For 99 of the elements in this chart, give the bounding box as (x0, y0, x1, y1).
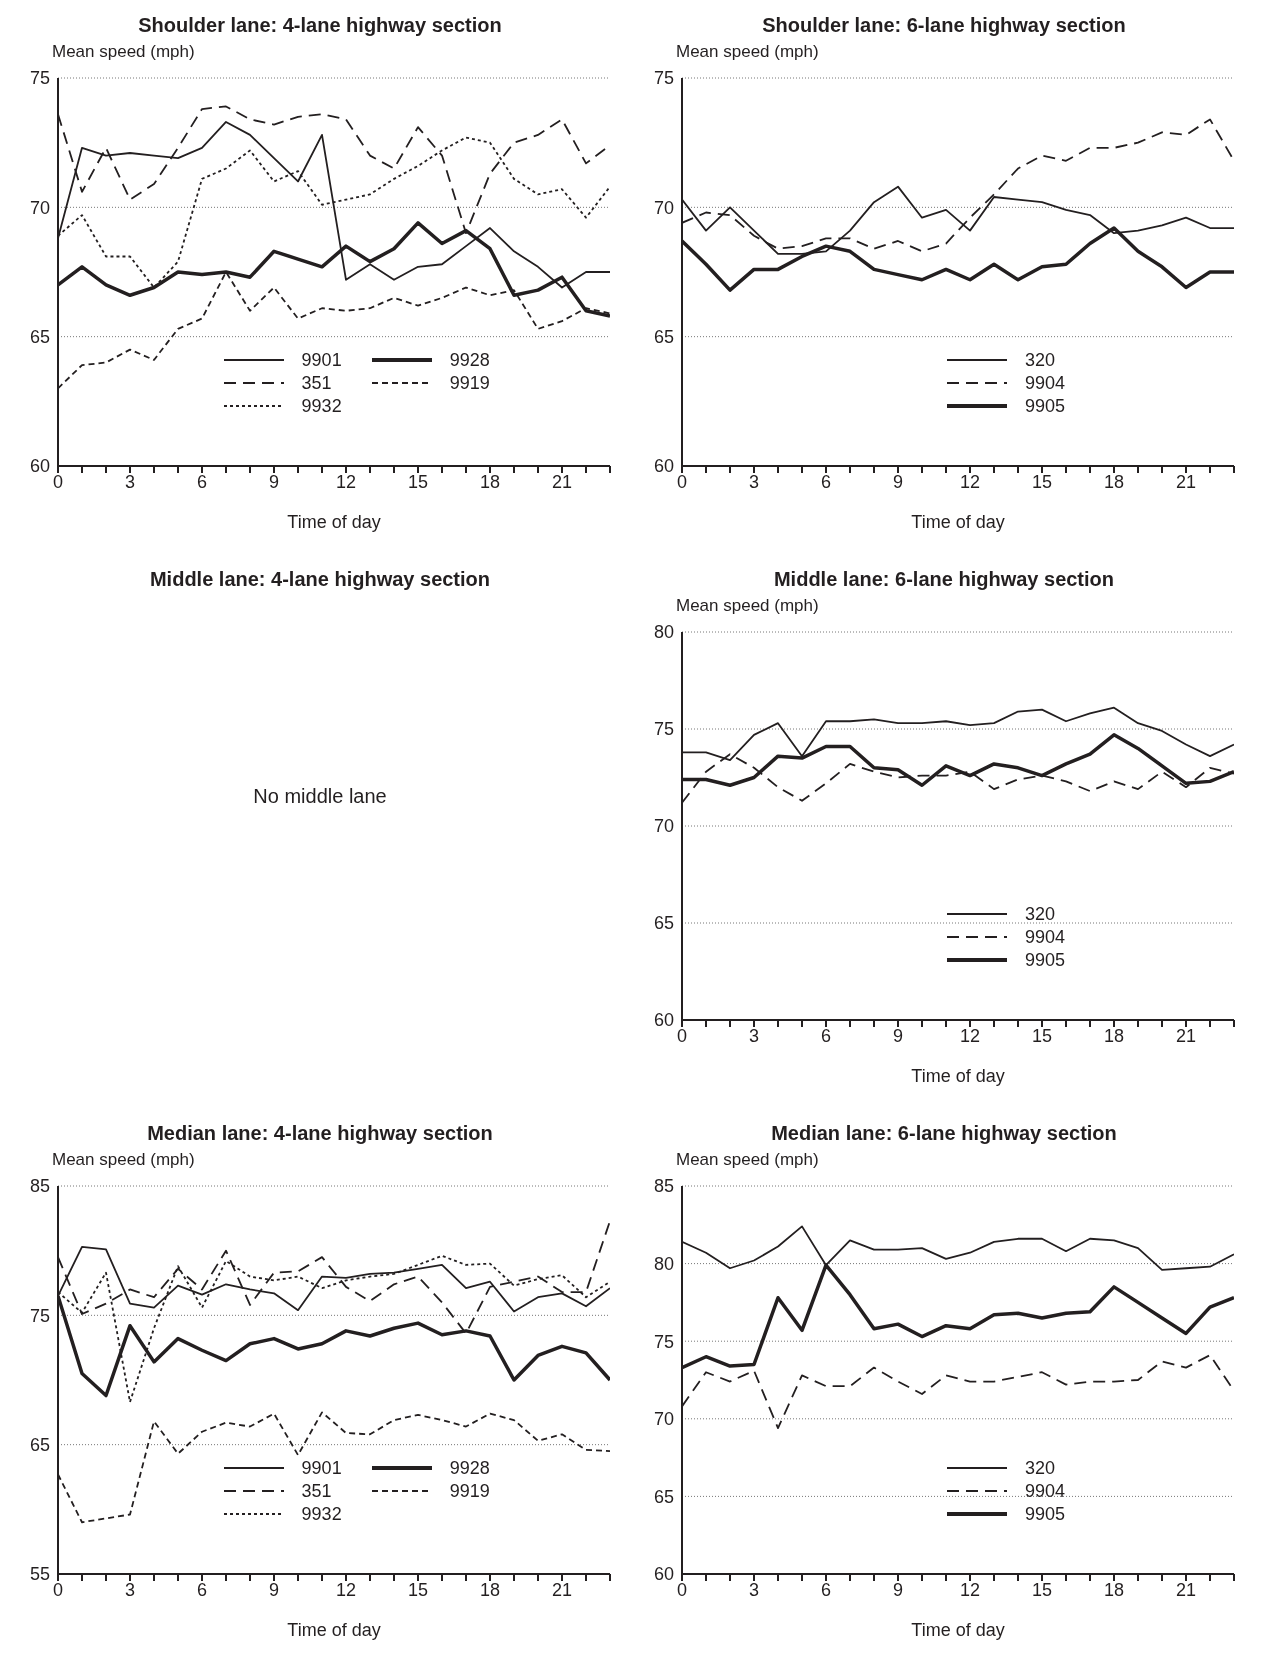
x-tick-label: 21 (1175, 471, 1197, 492)
legend-label: 9905 (1024, 395, 1065, 417)
y-tick-label: 65 (653, 1486, 674, 1507)
x-tick-label: 9 (892, 471, 904, 492)
y-axis-title: Mean speed (mph) (675, 42, 820, 63)
x-tick-label: 6 (196, 1579, 208, 1600)
legend-label: 9905 (1024, 949, 1065, 971)
y-tick-label: 65 (29, 1435, 50, 1456)
x-tick-label: 0 (676, 1025, 688, 1046)
chart-title: Median lane: 6-lane highway section (770, 1121, 1118, 1146)
x-tick-label: 12 (335, 1579, 357, 1600)
y-tick-label: 70 (653, 197, 674, 218)
x-tick-label: 0 (52, 1579, 64, 1600)
x-tick-label: 3 (748, 1579, 760, 1600)
y-tick-label: 60 (653, 1010, 674, 1031)
text: No middle lane (253, 784, 387, 808)
y-tick-label: 75 (653, 1331, 674, 1352)
y-axis-title: Mean speed (mph) (675, 1150, 820, 1171)
y-tick-label: 70 (29, 197, 50, 218)
y-tick-label: 85 (653, 1176, 674, 1197)
x-tick-label: 18 (1103, 471, 1125, 492)
legend-label: 320 (1024, 903, 1055, 925)
x-tick-label: 3 (124, 471, 136, 492)
y-tick-label: 75 (29, 1305, 50, 1326)
legend-label: 320 (1024, 349, 1055, 371)
x-tick-label: 18 (479, 1579, 501, 1600)
x-tick-label: 12 (335, 471, 357, 492)
x-tick-label: 9 (268, 471, 280, 492)
x-tick-label: 21 (551, 1579, 573, 1600)
y-tick-label: 65 (29, 327, 50, 348)
x-tick-label: 0 (52, 471, 64, 492)
legend-label: 320 (1024, 1457, 1055, 1479)
legend-label: 9919 (449, 372, 490, 394)
x-axis-title: Time of day (287, 1620, 381, 1640)
x-tick-label: 0 (676, 471, 688, 492)
legend-label: 9901 (301, 349, 342, 371)
y-tick-label: 80 (653, 622, 674, 643)
x-tick-label: 9 (892, 1579, 904, 1600)
y-tick-label: 65 (653, 327, 674, 348)
y-axis-title: Mean speed (mph) (51, 1150, 196, 1171)
legend-label: 9932 (301, 395, 342, 417)
chart-title: Middle lane: 6-lane highway section (772, 567, 1116, 592)
x-tick-label: 21 (1175, 1579, 1197, 1600)
y-tick-label: 55 (29, 1564, 50, 1585)
legend-label: 9905 (1024, 1503, 1065, 1525)
x-tick-label: 3 (748, 471, 760, 492)
y-tick-label: 75 (653, 719, 674, 740)
x-tick-label: 15 (407, 1579, 429, 1600)
legend-label: 351 (301, 372, 332, 394)
x-axis-title: Time of day (911, 512, 1005, 532)
legend-label: 9904 (1024, 926, 1065, 948)
legend-label: 9904 (1024, 372, 1065, 394)
x-tick-label: 21 (551, 471, 573, 492)
x-tick-label: 12 (959, 1025, 981, 1046)
y-tick-label: 70 (653, 1409, 674, 1430)
x-tick-label: 15 (1031, 1025, 1053, 1046)
y-tick-label: 80 (653, 1253, 674, 1274)
x-tick-label: 15 (407, 471, 429, 492)
x-tick-label: 3 (124, 1579, 136, 1600)
x-tick-label: 6 (820, 471, 832, 492)
legend-label: 351 (301, 1480, 332, 1502)
legend-label: 9901 (301, 1457, 342, 1479)
y-tick-label: 70 (653, 816, 674, 837)
y-tick-label: 60 (29, 456, 50, 477)
x-tick-label: 18 (1103, 1579, 1125, 1600)
x-tick-label: 18 (479, 471, 501, 492)
x-tick-label: 21 (1175, 1025, 1197, 1046)
y-axis-title: Mean speed (mph) (51, 42, 196, 63)
x-tick-label: 18 (1103, 1025, 1125, 1046)
y-axis-title: Mean speed (mph) (675, 596, 820, 617)
chart-title: Median lane: 4-lane highway section (146, 1121, 494, 1146)
x-tick-label: 15 (1031, 1579, 1053, 1600)
y-tick-label: 60 (653, 456, 674, 477)
legend-label: 9904 (1024, 1480, 1065, 1502)
x-tick-label: 6 (820, 1025, 832, 1046)
legend-label: 9928 (449, 349, 490, 371)
y-tick-label: 60 (653, 1564, 674, 1585)
y-tick-label: 65 (653, 913, 674, 934)
y-tick-label: 75 (29, 68, 50, 89)
x-tick-label: 9 (268, 1579, 280, 1600)
x-tick-label: 3 (748, 1025, 760, 1046)
x-tick-label: 15 (1031, 471, 1053, 492)
legend-label: 9932 (301, 1503, 342, 1525)
y-tick-label: 75 (653, 68, 674, 89)
x-axis-title: Time of day (911, 1066, 1005, 1086)
x-tick-label: 12 (959, 471, 981, 492)
text: Middle lane: 4-lane highway section (148, 567, 492, 592)
x-axis-title: Time of day (911, 1620, 1005, 1640)
x-tick-label: 12 (959, 1579, 981, 1600)
legend-label: 9928 (449, 1457, 490, 1479)
x-axis-title: Time of day (287, 512, 381, 532)
x-tick-label: 6 (196, 471, 208, 492)
y-tick-label: 85 (29, 1176, 50, 1197)
x-tick-label: 9 (892, 1025, 904, 1046)
chart-title: Shoulder lane: 6-lane highway section (761, 13, 1127, 38)
chart-title: Shoulder lane: 4-lane highway section (137, 13, 503, 38)
legend-label: 9919 (449, 1480, 490, 1502)
x-tick-label: 6 (820, 1579, 832, 1600)
x-tick-label: 0 (676, 1579, 688, 1600)
